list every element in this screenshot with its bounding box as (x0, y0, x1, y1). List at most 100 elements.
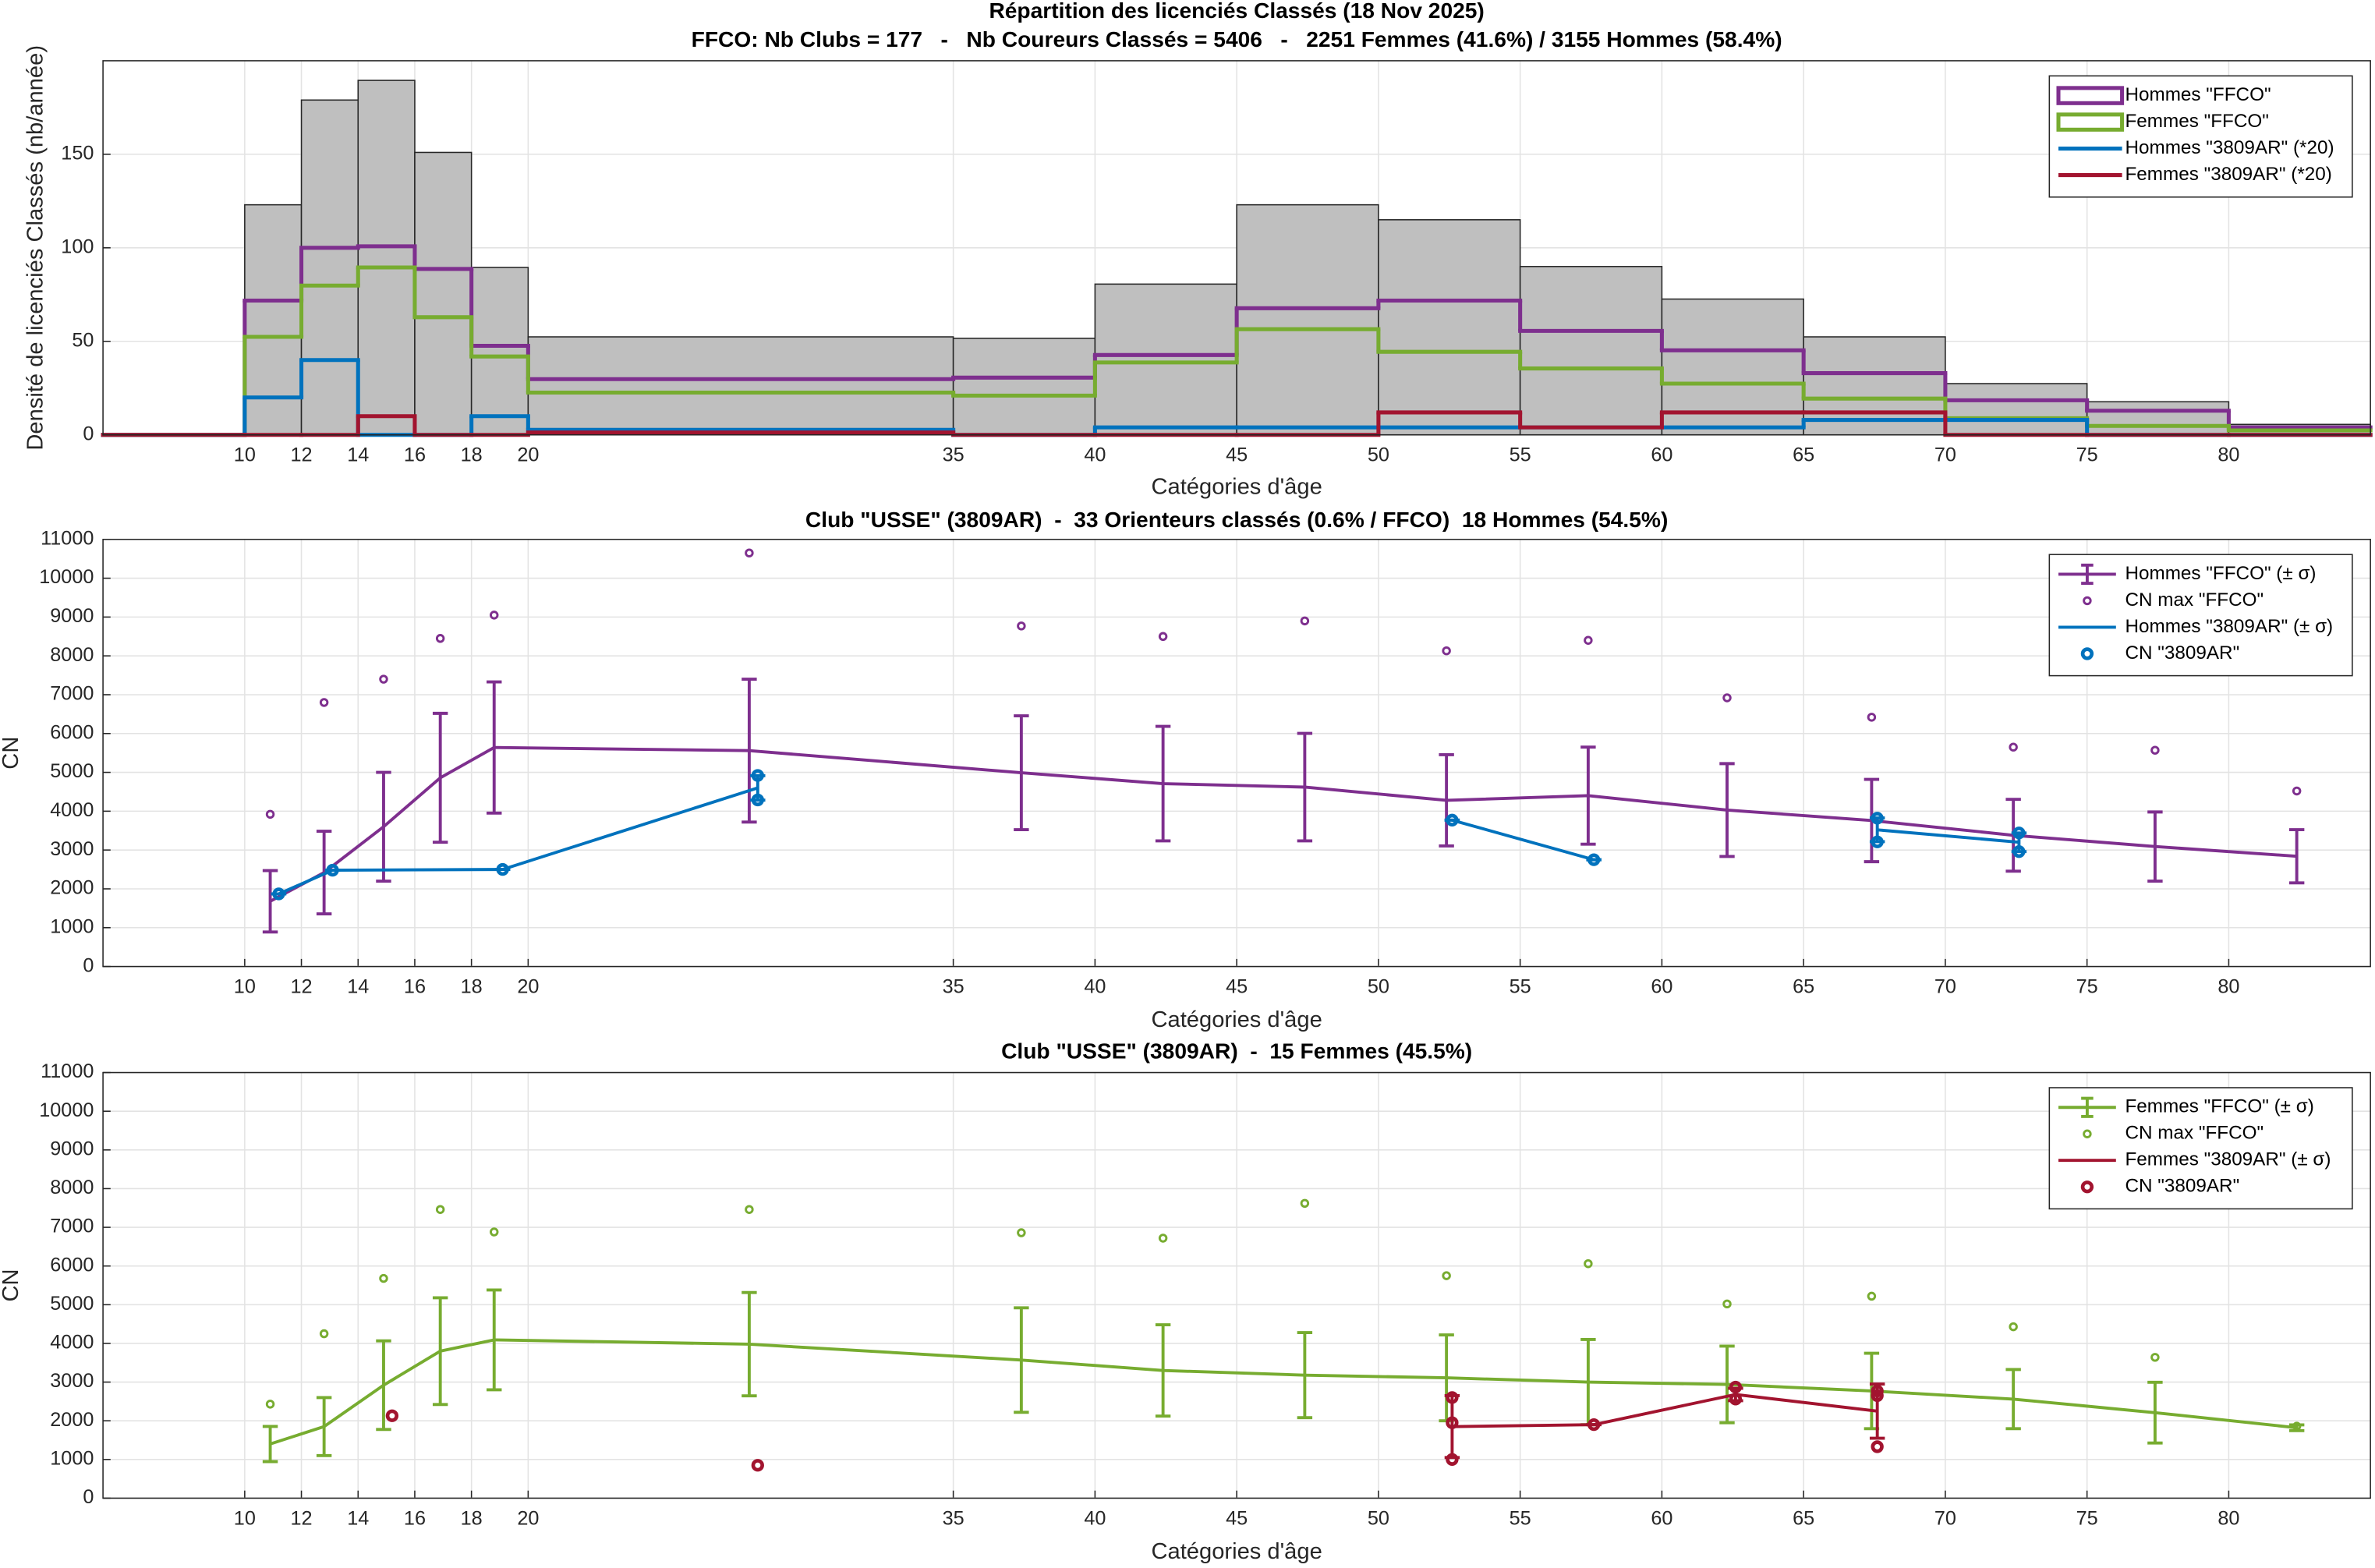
scatter-point (1722, 693, 1732, 703)
histogram-bar (527, 336, 954, 436)
x-tick-label: 35 (943, 444, 965, 466)
x-tick-label: 55 (1510, 444, 1531, 466)
scatter-point (2012, 845, 2026, 858)
y-tick-label: 9000 (50, 1138, 94, 1159)
x-axis-label: Catégories d'âge (1151, 1539, 1322, 1564)
x-tick-label: 70 (1934, 444, 1956, 466)
legend-swatch (2083, 1129, 2092, 1138)
x-tick-label: 60 (1651, 975, 1672, 997)
chart-panel: Répartition des licenciés Classés (18 No… (23, 0, 2373, 499)
legend-label: CN max "FFCO" (2125, 1123, 2264, 1144)
legend-label: Femmes "3809AR" (± σ) (2125, 1149, 2331, 1170)
x-tick-label: 20 (517, 444, 539, 466)
y-axis-label: CN (0, 1269, 23, 1301)
y-tick-label: 4000 (50, 799, 94, 821)
x-tick-label: 35 (943, 1507, 965, 1529)
legend: Femmes "FFCO" (± σ) CN max "FFCO" Femmes "… (2048, 1087, 2353, 1210)
x-tick-label: 55 (1510, 1507, 1531, 1529)
x-tick-label: 60 (1651, 444, 1672, 466)
scatter-point (2292, 1421, 2302, 1431)
chart-panel: Club "USSE" (3809AR) - 33 Orienteurs cla… (0, 508, 2371, 1032)
x-tick-label: 18 (461, 975, 483, 997)
x-tick-label: 45 (1226, 444, 1248, 466)
scatter-point (2012, 826, 2026, 840)
y-tick-label: 2000 (50, 1409, 94, 1431)
legend-swatch (2083, 596, 2092, 606)
legend-label: CN "3809AR" (2125, 642, 2239, 664)
x-tick-label: 16 (404, 975, 426, 997)
histogram-bar (1661, 298, 1804, 436)
scatter-point (2009, 742, 2018, 752)
scatter-point (751, 1459, 764, 1472)
scatter-point (1446, 1391, 1459, 1404)
x-tick-label: 70 (1934, 975, 1956, 997)
histogram-bar (357, 80, 416, 436)
histogram-bar (300, 99, 359, 436)
plot-frame (102, 1071, 2371, 1499)
scatter-point (1867, 1291, 1877, 1301)
x-tick-label: 80 (2217, 975, 2239, 997)
x-tick-label: 12 (291, 975, 313, 997)
scatter-point (1158, 632, 1168, 642)
x-tick-label: 45 (1226, 975, 1248, 997)
x-tick-label: 14 (347, 975, 369, 997)
scatter-point (1158, 1234, 1168, 1243)
y-tick-label: 6000 (50, 1254, 94, 1276)
y-tick-label: 7000 (50, 1216, 94, 1237)
scatter-point (2150, 745, 2160, 755)
x-tick-label: 10 (234, 1507, 256, 1529)
x-tick-label: 35 (943, 975, 965, 997)
x-tick-label: 40 (1084, 975, 1106, 997)
scatter-point (1017, 621, 1026, 631)
x-tick-label: 75 (2076, 444, 2098, 466)
scatter-point (745, 548, 754, 557)
x-tick-label: 14 (347, 1507, 369, 1529)
scatter-point (496, 862, 509, 876)
legend: Hommes "FFCO" Femmes "FFCO" Hommes "3809AR… (2048, 75, 2353, 198)
x-tick-label: 65 (1793, 444, 1814, 466)
x-tick-label: 60 (1651, 1507, 1672, 1529)
legend-label: Femmes "FFCO" (± σ) (2125, 1096, 2313, 1117)
histogram-bar (1236, 204, 1379, 436)
legend: Hommes "FFCO" (± σ) CN max "FFCO" Hommes "… (2048, 554, 2353, 677)
x-tick-label: 80 (2217, 1507, 2239, 1529)
x-tick-label: 20 (517, 975, 539, 997)
legend-label: Femmes "3809AR" (*20) (2125, 164, 2331, 185)
legend-swatch (2080, 647, 2094, 660)
x-tick-label: 65 (1793, 975, 1814, 997)
scatter-point (2150, 1353, 2160, 1362)
y-tick-label: 8000 (50, 644, 94, 666)
histogram-bar (1094, 283, 1237, 436)
y-tick-label: 1000 (50, 915, 94, 937)
y-tick-label: 9000 (50, 605, 94, 627)
legend-label: CN "3809AR" (2125, 1176, 2239, 1197)
y-tick-label: 7000 (50, 683, 94, 705)
x-tick-label: 12 (291, 1507, 313, 1529)
chart-panel: Club "USSE" (3809AR) - 15 Femmes (45.5%)… (0, 1039, 2371, 1564)
plot-frame (102, 60, 2371, 436)
scatter-point (1871, 1384, 1884, 1398)
plot-frame (102, 538, 2371, 968)
legend-label: Femmes "FFCO" (2125, 111, 2268, 132)
scatter-point (1584, 635, 1593, 645)
scatter-point (319, 1329, 329, 1339)
scatter-point (1300, 1198, 1310, 1209)
x-tick-label: 65 (1793, 1507, 1814, 1529)
legend-label: Hommes "3809AR" (*20) (2125, 137, 2334, 158)
histogram-bar (952, 338, 1096, 436)
scatter-point (1584, 1258, 1593, 1269)
histogram-bar (1378, 219, 1521, 436)
x-tick-label: 50 (1368, 975, 1389, 997)
series-line (278, 786, 2019, 896)
series-line (269, 745, 2297, 903)
y-tick-label: 1000 (50, 1447, 94, 1469)
scatter-point (1871, 835, 1884, 848)
x-tick-label: 10 (234, 444, 256, 466)
scatter-point (1442, 1271, 1451, 1280)
scatter-point (2009, 1322, 2018, 1332)
scatter-point (751, 793, 764, 807)
x-tick-label: 55 (1510, 975, 1531, 997)
scatter-point (1446, 813, 1459, 826)
y-tick-label: 50 (72, 329, 94, 351)
